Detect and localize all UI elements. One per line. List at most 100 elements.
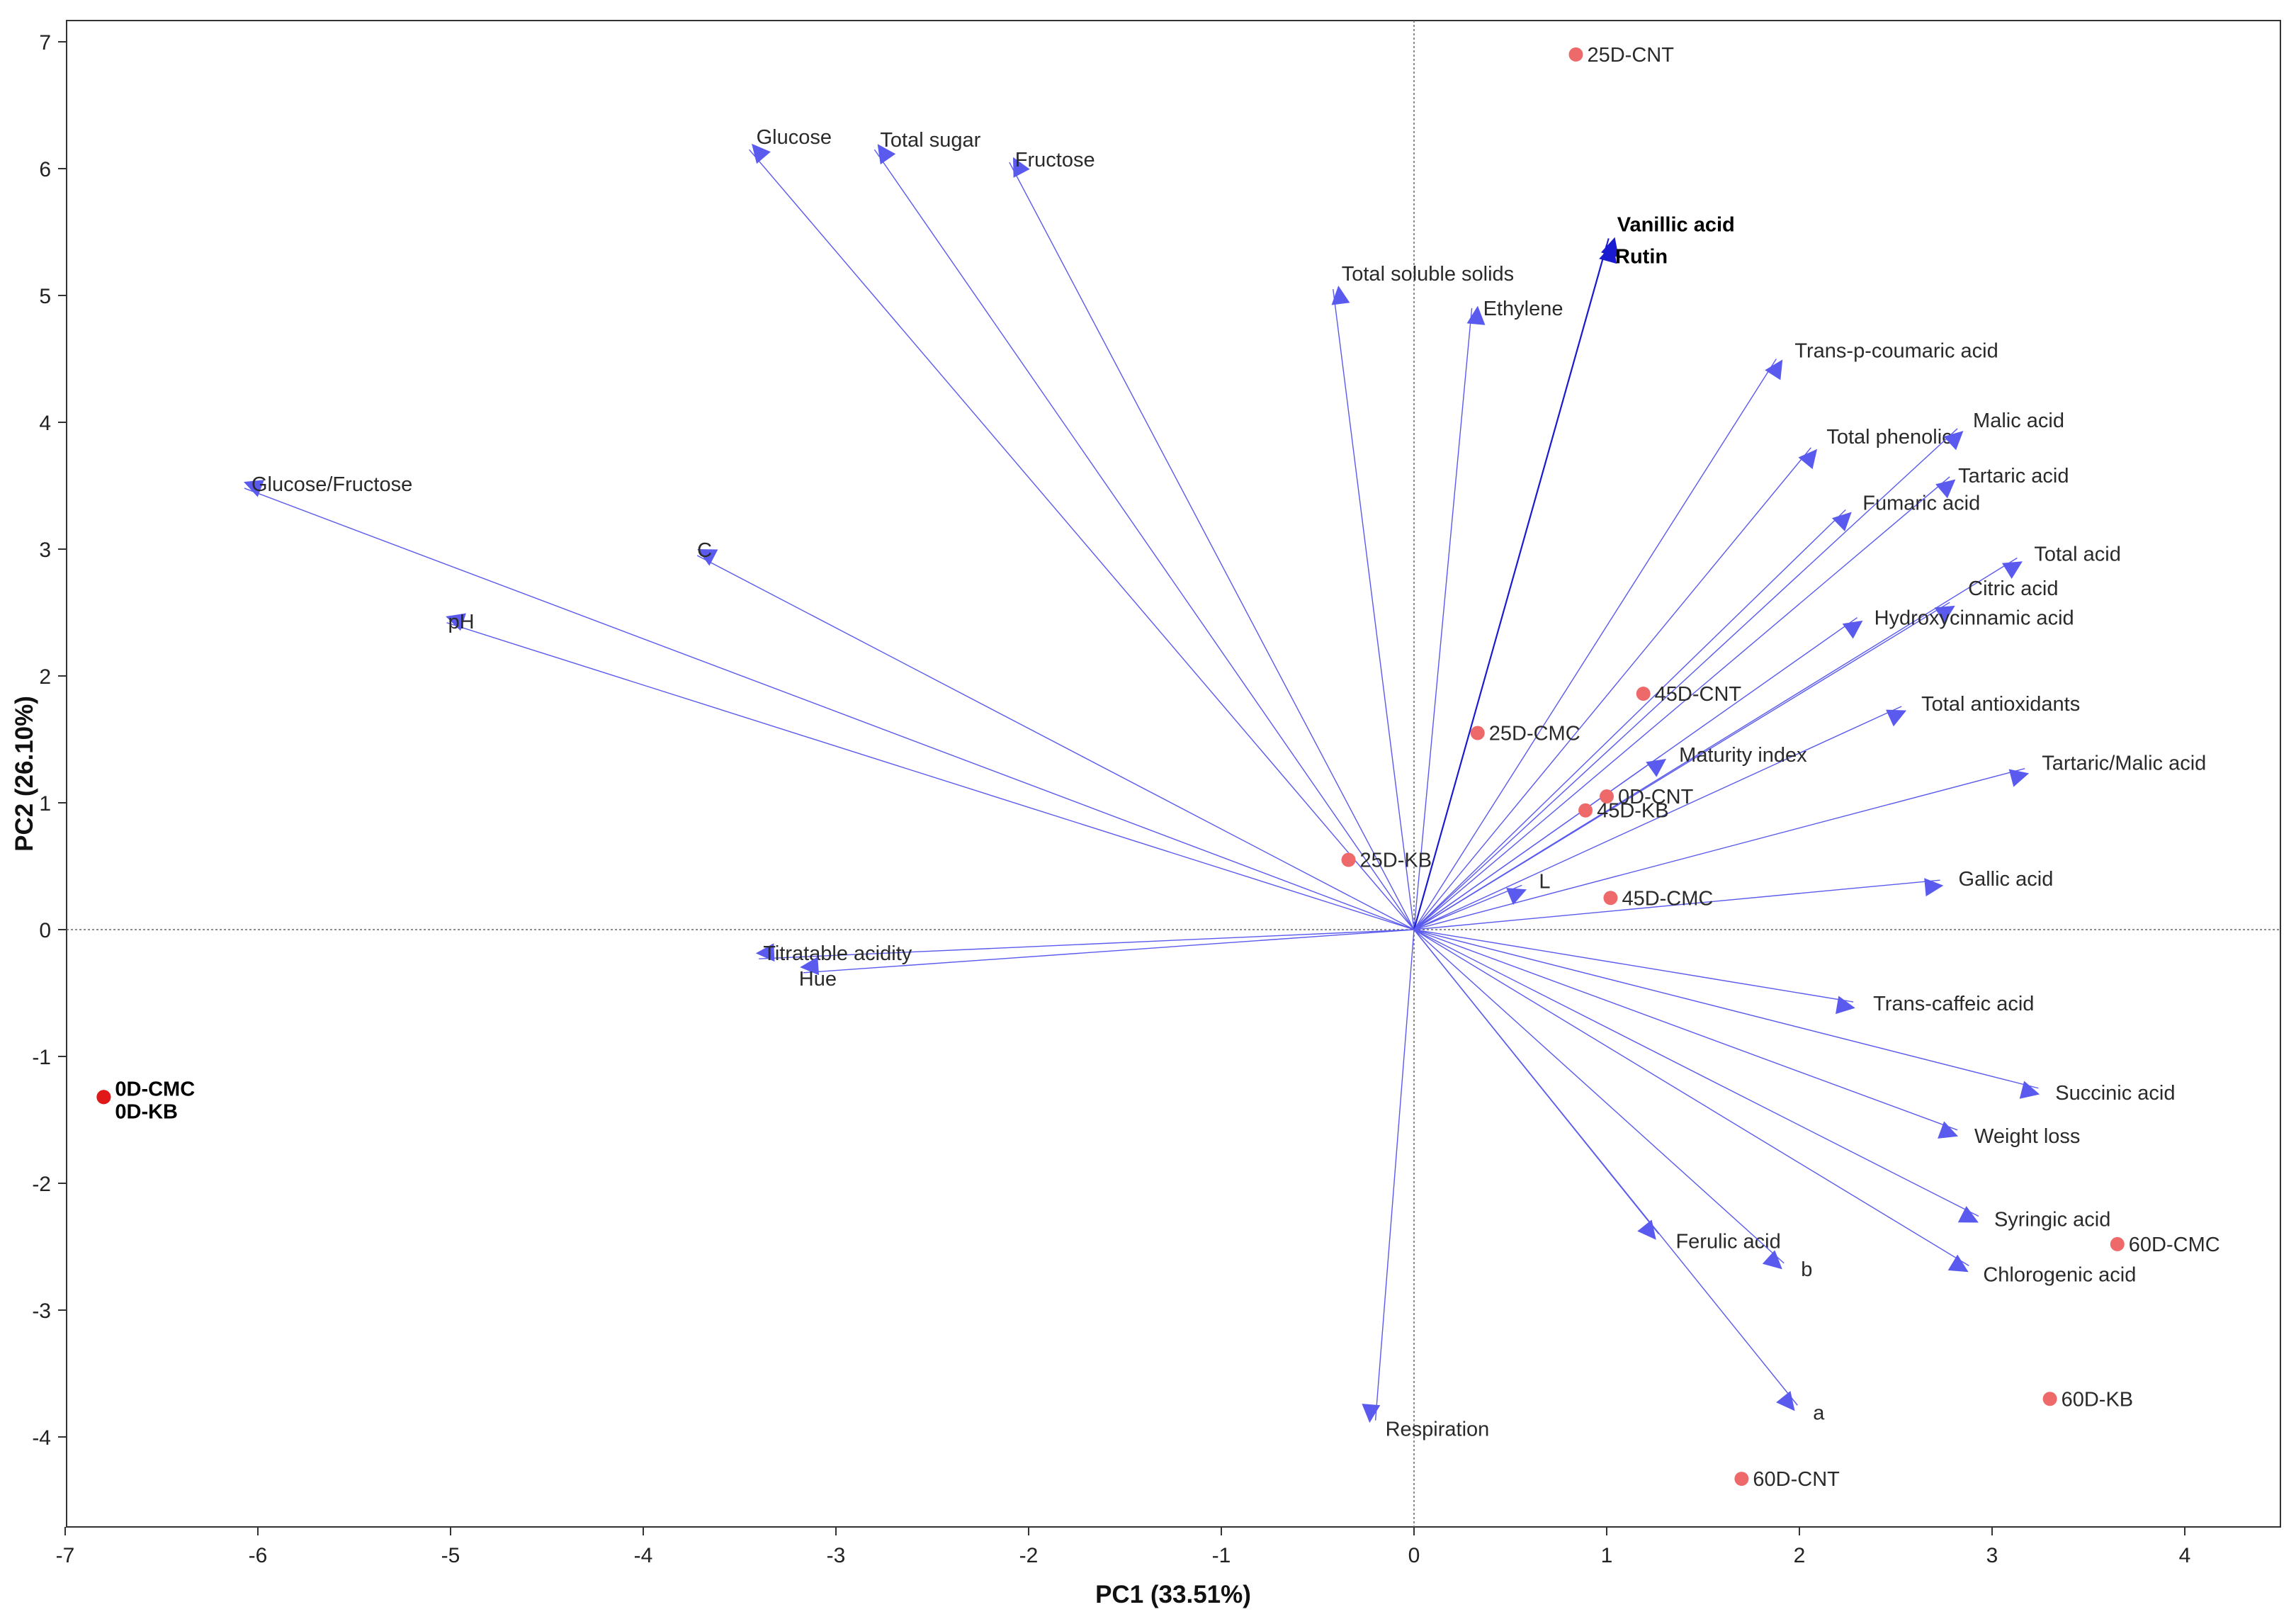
vector-label-b: b [1801, 1258, 1812, 1281]
vector-titratable-acidity [755, 929, 1415, 962]
y-tick-label: 0 [39, 919, 51, 942]
x-tick-label: -3 [827, 1544, 846, 1567]
vector-label-fumaric-acid: Fumaric acid [1862, 492, 1980, 515]
vector-fumaric-acid [1413, 509, 1852, 930]
vector-label-total-soluble-solids: Total soluble solids [1342, 263, 1514, 286]
x-tick-label: 3 [1986, 1544, 1998, 1567]
x-tick-label: -6 [249, 1544, 268, 1567]
score-label-25d-cnt: 25D-CNT [1587, 44, 1674, 67]
plot-frame [66, 20, 2281, 1528]
score-point-25d-cnt [1568, 47, 1583, 62]
vector-label-total-acid: Total acid [2034, 543, 2121, 566]
vector-label-total-phenolic: Total phenolic [1826, 426, 1952, 449]
y-tick-label: -3 [32, 1299, 51, 1323]
vector-syringic-acid [1413, 929, 1979, 1223]
vector-label-hydroxycinnamic-acid: Hydroxycinnamic acid [1874, 607, 2074, 630]
score-point-45d-cnt [1636, 687, 1651, 701]
y-tick-label: 7 [39, 31, 51, 55]
vector-label-tartaric-acid: Tartaric acid [1958, 465, 2069, 487]
x-axis: -7 -6 -5 -4 -3 -2 -1 0 1 2 3 4 [56, 1527, 2190, 1567]
score-point-25d-kb [1341, 852, 1356, 867]
score-label-45d-cmc: 45D-CMC [1622, 887, 1713, 910]
vector-label-total-sugar: Total sugar [880, 129, 980, 152]
vector-citric-acid [1413, 602, 1955, 930]
vector-glucose [749, 143, 1415, 930]
x-tick-label: -5 [441, 1544, 460, 1567]
score-point-45d-cmc [1603, 891, 1618, 906]
score-label-0d-kb: 0D-KB [115, 1100, 178, 1123]
y-tick-label: -1 [32, 1046, 51, 1069]
score-point-60d-kb [2042, 1392, 2057, 1406]
x-tick-label: 1 [1601, 1544, 1613, 1567]
vector-ph [446, 613, 1415, 930]
vector-label-glucose: Glucose [757, 126, 832, 149]
vector-label-trans-caffeic-acid: Trans-caffeic acid [1873, 993, 2034, 1015]
x-tick-label: 0 [1408, 1544, 1420, 1567]
score-label-45d-kb: 45D-KB [1597, 800, 1669, 823]
y-tick-label: 2 [39, 665, 51, 689]
vector-total-antioxidants [1413, 706, 1907, 930]
vector-c [696, 549, 1415, 930]
score-label-60d-cnt: 60D-CNT [1753, 1468, 1840, 1491]
vector-trans-caffeic-acid [1413, 929, 1855, 1015]
y-tick-label: 1 [39, 792, 51, 816]
x-tick-label: -4 [634, 1544, 653, 1567]
vector-fructose [1009, 157, 1415, 930]
score-point-25d-cmc [1470, 726, 1485, 740]
x-tick-label: -7 [56, 1544, 75, 1567]
score-label-0d-cnt: 0D-CNT [1618, 786, 1694, 808]
vector-gallic-acid [1413, 878, 1944, 930]
vector-weight-loss [1413, 929, 1959, 1139]
y-tick-label: 4 [39, 412, 51, 435]
y-tick-label: -2 [32, 1173, 51, 1196]
vector-maturity-index [1413, 755, 1667, 930]
vector-malic-acid [1413, 428, 1964, 930]
vector-label-gallic-acid: Gallic acid [1959, 868, 2054, 891]
vector-label-total-antioxidants: Total antioxidants [1921, 693, 2080, 716]
score-label-60d-cmc: 60D-CMC [2129, 1234, 2220, 1256]
vector-a [1413, 929, 1798, 1411]
score-label-0d-cmc: 0D-CMC [115, 1078, 195, 1100]
vector-label-vanillic-acid: Vanillic acid [1617, 213, 1735, 236]
x-tick-label: -1 [1212, 1544, 1231, 1567]
vector-label-weight-loss: Weight loss [1974, 1125, 2080, 1148]
vector-rutin [1413, 243, 1617, 930]
vector-label-syringic-acid: Syringic acid [1994, 1209, 2110, 1231]
score-point-60d-cmc [2110, 1236, 2125, 1251]
vector-label-hue: Hue [799, 968, 837, 991]
vector-label-succinic-acid: Succinic acid [2055, 1082, 2175, 1105]
vector-label-ph: pH [448, 611, 475, 633]
score-label-60d-kb: 60D-KB [2062, 1388, 2134, 1411]
y-tick-label: -4 [32, 1426, 51, 1450]
vector-label-tartaric-malic-acid: Tartaric/Malic acid [2042, 752, 2206, 775]
score-point-0d-cnt [1600, 789, 1614, 804]
vector-label-malic-acid: Malic acid [1973, 410, 2064, 432]
vector-hue [800, 929, 1415, 976]
vector-b [1413, 929, 1785, 1270]
score-label-45d-cnt: 45D-CNT [1655, 683, 1742, 706]
vector-label-respiration: Respiration [1386, 1419, 1490, 1441]
y-axis: -4 -3 -2 -1 0 1 2 3 4 5 6 7 [32, 31, 67, 1450]
x-tick-label: 2 [1794, 1544, 1806, 1567]
vector-label-maturity-index: Maturity index [1679, 744, 1807, 767]
vector-l [1413, 884, 1527, 930]
vector-label-titratable-acidity: Titratable acidity [763, 942, 912, 965]
vector-label-citric-acid: Citric acid [1968, 577, 2058, 600]
vector-tartaric-malic-acid [1413, 767, 2030, 930]
y-axis-title: PC2 (26.10%) [11, 696, 38, 852]
x-axis-title: PC1 (33.51%) [1095, 1581, 1251, 1608]
y-tick-label: 5 [39, 285, 51, 308]
vector-total-sugar [873, 144, 1415, 930]
y-tick-label: 3 [39, 538, 51, 562]
vector-ethylene [1413, 305, 1486, 930]
vector-label-l: L [1539, 870, 1550, 893]
vector-label-trans-p-coumaric-acid: Trans-p-coumaric acid [1794, 340, 1998, 363]
vector-label-ethylene: Ethylene [1483, 298, 1563, 320]
score-label-25d-kb: 25D-KB [1360, 850, 1432, 872]
score-point-0d-kb [96, 1090, 111, 1105]
score-point-60d-cnt [1734, 1472, 1749, 1487]
vector-total-phenolic [1413, 447, 1818, 930]
vector-label-a: a [1813, 1402, 1825, 1424]
